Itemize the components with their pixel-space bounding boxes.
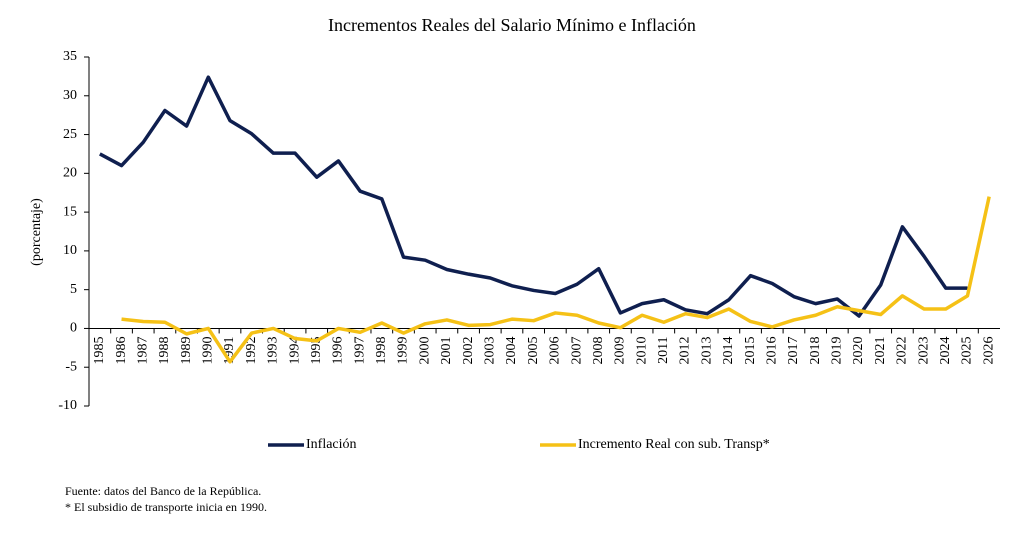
note: * El subsidio de transporte inicia en 19…: [65, 500, 267, 514]
x-tick-label: 2026: [981, 336, 996, 364]
x-tick-label: 1989: [179, 336, 194, 364]
y-tick-label: -5: [65, 359, 77, 374]
x-tick-label: 1987: [135, 336, 150, 364]
x-tick-label: 2007: [569, 336, 584, 364]
x-tick-label: 1996: [331, 336, 346, 364]
x-tick-label: 1992: [244, 336, 259, 364]
x-tick-label: 2020: [851, 336, 866, 364]
x-tick-label: 2019: [830, 336, 845, 364]
x-tick-label: 2024: [938, 336, 953, 364]
y-tick-label: 35: [63, 49, 77, 64]
series-line: [121, 196, 991, 364]
x-tick-label: 1986: [114, 336, 129, 364]
x-tick-label: 2009: [613, 336, 628, 364]
x-tick-label: 2017: [786, 336, 801, 364]
x-tick-label: 2002: [461, 336, 476, 364]
y-tick-label: 15: [63, 204, 77, 219]
x-tick-label: 2012: [678, 336, 693, 364]
x-tick-label: 2000: [417, 336, 432, 364]
y-tick-label: 20: [63, 166, 77, 181]
x-tick-label: 2025: [960, 336, 975, 364]
series-line: [99, 75, 968, 318]
x-tick-label: 2022: [895, 336, 910, 364]
x-tick-label: 2014: [721, 336, 736, 364]
x-tick-label: 1993: [266, 336, 281, 364]
x-tick-label: 1994: [287, 336, 302, 364]
x-tick-label: 1990: [201, 336, 216, 364]
x-tick-label: 1988: [157, 336, 172, 364]
legend-label: Inflación: [306, 437, 357, 452]
x-tick-label: 2015: [743, 336, 758, 364]
x-tick-label: 2013: [699, 336, 714, 364]
legend-label: Incremento Real con sub. Transp*: [578, 437, 770, 452]
x-tick-label: 1995: [309, 336, 324, 364]
x-tick-label: 2008: [591, 336, 606, 364]
x-tick-label: 2018: [808, 336, 823, 364]
x-tick-label: 2021: [873, 336, 888, 364]
x-tick-label: 2005: [526, 336, 541, 364]
x-tick-label: 1998: [374, 336, 389, 364]
note: Fuente: datos del Banco de la República.: [65, 484, 261, 498]
x-tick-label: 2011: [656, 336, 671, 363]
y-tick-label: 10: [63, 243, 77, 258]
y-axis-label: (porcentaje): [29, 198, 44, 266]
x-tick-label: 2023: [916, 336, 931, 364]
y-tick-label: 25: [63, 127, 77, 142]
y-tick-label: 0: [70, 321, 77, 336]
x-tick-label: 1999: [396, 336, 411, 364]
x-tick-label: 1997: [352, 336, 367, 364]
y-tick-label: 5: [70, 282, 77, 297]
x-tick-label: 2016: [764, 336, 779, 364]
y-tick-label: 30: [63, 88, 77, 103]
x-tick-label: 2006: [548, 336, 563, 364]
x-tick-label: 2001: [439, 336, 454, 364]
chart-title: Incrementos Reales del Salario Mínimo e …: [328, 15, 696, 35]
x-tick-label: 1985: [92, 336, 107, 364]
x-tick-label: 2003: [482, 336, 497, 364]
y-tick-label: -10: [58, 398, 77, 413]
x-tick-label: 2010: [634, 336, 649, 364]
x-tick-label: 2004: [504, 336, 519, 364]
